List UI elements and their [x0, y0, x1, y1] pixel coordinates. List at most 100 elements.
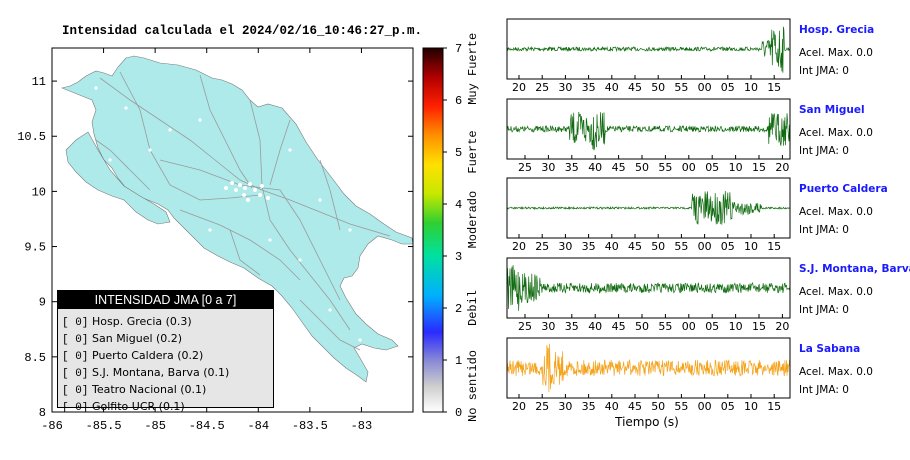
station-acel: Acel. Max. 0.0	[799, 127, 873, 139]
legend-item-bracket: [ 0]	[62, 334, 89, 346]
waveform-trace	[506, 343, 791, 393]
waveform-tick-label: 20	[512, 240, 526, 253]
colorbar-tick-label: 2	[455, 302, 462, 316]
map-y-tick-label: 9.5	[24, 241, 46, 255]
waveform-tick-label: 40	[605, 400, 619, 413]
legend-item-text: S.J. Montana, Barva (0.1)	[92, 366, 230, 379]
map-x-axis: -86 -85.5 -85 -84.5 -84 -83.5 -83	[41, 48, 372, 433]
station-acel: Acel. Max. 0.0	[799, 366, 873, 378]
map-x-tick-label: -83	[351, 419, 373, 433]
waveform-tick-label: 25	[535, 240, 549, 253]
legend-item: [ 0] Golfito UCR (0.1)	[62, 399, 273, 416]
legend-item-text: Hosp. Grecia (0.3)	[92, 315, 192, 328]
waveform-trace	[506, 26, 791, 73]
waveform-tick-label: 15	[752, 320, 766, 333]
map-x-tick-label: -86	[41, 419, 63, 433]
waveform-tick-label: 35	[565, 161, 579, 174]
map-x-tick-label: -84	[247, 419, 269, 433]
land-mass	[61, 55, 413, 383]
station-int: Int JMA: 0	[799, 304, 849, 316]
waveform-tick-label: 35	[582, 400, 596, 413]
waveform-tick-label: 30	[558, 400, 572, 413]
legend-title: INTENSIDAD JMA [0 a 7]	[58, 291, 273, 309]
waveform-tick-label: 00	[698, 240, 712, 253]
waveform-tick-label: 15	[767, 81, 781, 94]
station-acel: Acel. Max. 0.0	[799, 47, 873, 59]
map-x-tick-label: -83.5	[292, 419, 328, 433]
legend-item: [ 0] Teatro Nacional (0.1)	[62, 382, 273, 399]
waveform-tick-label: 50	[635, 320, 649, 333]
waveform-tick-label: 05	[705, 161, 719, 174]
legend-item-text: Golfito UCR (0.1)	[92, 400, 185, 413]
waveform-tick-label: 25	[518, 161, 532, 174]
map-y-tick-label: 8	[39, 406, 46, 420]
waveform-tick-label: 15	[752, 161, 766, 174]
map-y-tick-label: 8.5	[24, 351, 46, 365]
colorbar-class-label: No sentido	[466, 350, 480, 422]
road-network	[95, 71, 391, 351]
waveform-tick-label: 05	[721, 400, 735, 413]
waveform-tick-label: 50	[651, 81, 665, 94]
waveform-panel: 25 30 35 40 45 50 55 00 05 10 15 20 San Miguel Acel. …	[506, 98, 873, 174]
waveform-panels: 20 25 30 35 40 45 50 55 00 05 10 15 Hosp. Grecia Acel…	[506, 18, 910, 413]
map-x-tick-label: -84.5	[189, 419, 225, 433]
waveform-panel: 25 30 35 40 45 50 55 00 05 10 15 20 S.J. Montana, Ba…	[506, 257, 910, 333]
waveform-panel: 20 25 30 35 40 45 50 55 00 05 10 15 La Sabana Acel. M…	[506, 337, 873, 413]
legend-item-bracket: [ 0]	[62, 385, 89, 397]
map-y-axis: 11 10.5 10 9.5 9 8.5 8	[17, 75, 413, 420]
waveform-tick-label: 05	[721, 240, 735, 253]
waveform-tick-label: 25	[535, 81, 549, 94]
colorbar-tick-label: 4	[455, 198, 462, 212]
waveform-frame	[506, 177, 791, 239]
map-x-tick-label: -85.5	[86, 419, 122, 433]
waveform-tick-label: 20	[775, 161, 789, 174]
legend-item-text: San Miguel (0.2)	[92, 332, 183, 345]
waveform-frame	[506, 337, 791, 399]
station-int: Int JMA: 0	[799, 65, 849, 77]
map-y-tick-label: 11	[32, 75, 46, 89]
waveform-tick-label: 45	[628, 240, 642, 253]
map-x-tick-label: -85	[144, 419, 166, 433]
waveform-tick-label: 50	[651, 240, 665, 253]
colorbar-class-label: Moderado	[466, 191, 480, 249]
waveform-tick-label: 30	[541, 161, 555, 174]
time-axis-label: Tiempo (s)	[614, 415, 679, 429]
nicoya-lobe	[65, 131, 171, 225]
colorbar-tick-label: 1	[455, 354, 462, 368]
station-int: Int JMA: 0	[799, 224, 849, 236]
waveform-tick-label: 05	[721, 81, 735, 94]
waveform-tick-label: 45	[628, 81, 642, 94]
waveform-tick-label: 55	[674, 400, 688, 413]
waveform-tick-label: 20	[512, 81, 526, 94]
waveform-tick-label: 00	[698, 400, 712, 413]
waveform-tick-label: 10	[744, 81, 758, 94]
waveform-tick-label: 25	[518, 320, 532, 333]
page-title: Intensidad calculada el 2024/02/16_10:46…	[62, 24, 423, 38]
legend-item-text: Puerto Caldera (0.2)	[92, 349, 204, 362]
waveform-tick-label: 55	[674, 240, 688, 253]
waveform-tick-label: 55	[658, 320, 672, 333]
waveform-frame	[506, 98, 791, 160]
waveform-tick-label: 25	[535, 400, 549, 413]
waveform-trace	[506, 190, 791, 225]
station-int: Int JMA: 0	[799, 384, 849, 396]
waveform-tick-label: 50	[651, 400, 665, 413]
legend-item-bracket: [ 0]	[62, 351, 89, 363]
colorbar-tick-label: 6	[455, 94, 462, 108]
colorbar-tick-label: 3	[455, 250, 462, 264]
station-acel: Acel. Max. 0.0	[799, 286, 873, 298]
station-name: Puerto Caldera	[799, 183, 888, 195]
colorbar-tick-label: 5	[455, 146, 462, 160]
place-dots	[94, 86, 362, 342]
waveform-tick-label: 10	[729, 161, 743, 174]
waveform-tick-label: 00	[682, 320, 696, 333]
waveform-tick-label: 40	[588, 320, 602, 333]
station-name: S.J. Montana, Barva	[799, 263, 910, 275]
waveform-tick-label: 45	[612, 161, 626, 174]
waveform-tick-label: 30	[558, 240, 572, 253]
waveform-tick-label: 10	[744, 400, 758, 413]
intensity-legend: INTENSIDAD JMA [0 a 7] [ 0] Hosp. Grecia …	[57, 290, 274, 414]
station-int: Int JMA: 0	[799, 145, 849, 157]
waveform-tick-label: 15	[767, 240, 781, 253]
